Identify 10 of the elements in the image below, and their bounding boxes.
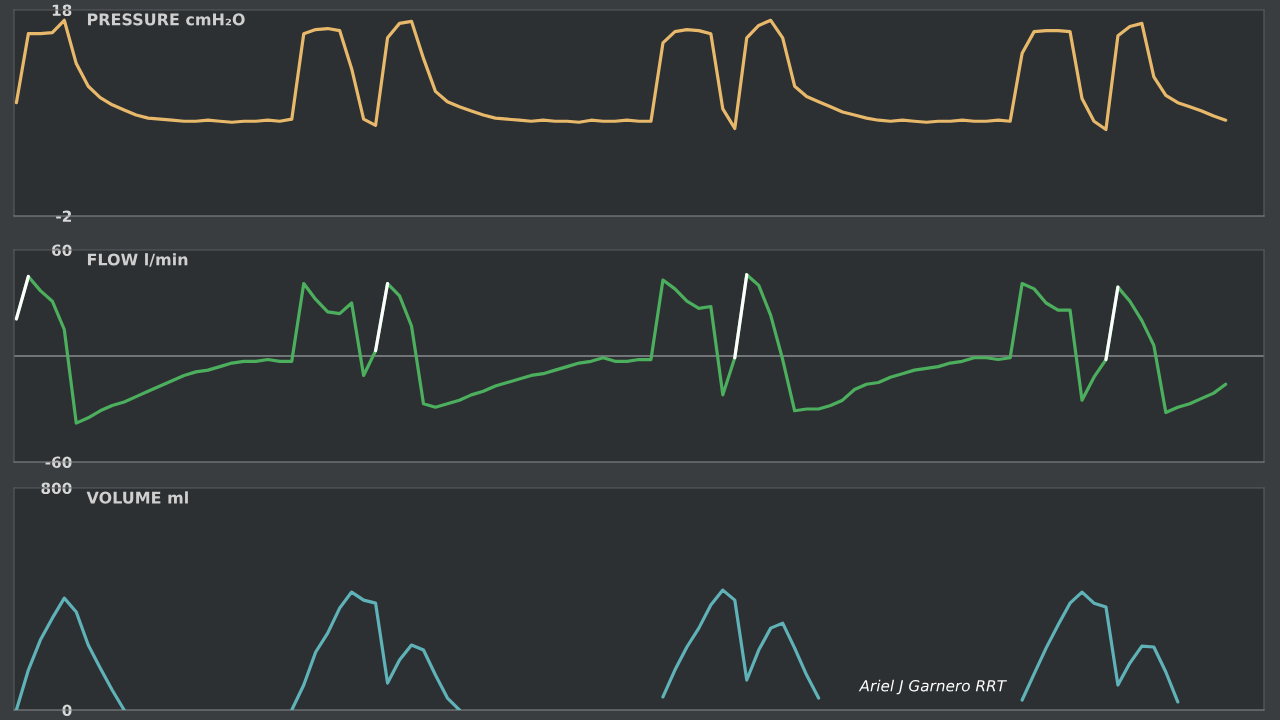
y-tick-label: -60 xyxy=(45,456,72,469)
y-tick-label: 60 xyxy=(52,244,72,257)
y-tick-label: 18 xyxy=(52,4,72,17)
y-tick-label: 0 xyxy=(62,704,72,717)
y-tick-label: 800 xyxy=(41,482,72,495)
chart-title: FLOW l/min xyxy=(87,253,188,267)
annotation: Ariel J Garnero RRT xyxy=(858,679,1007,695)
y-tick-label: -2 xyxy=(56,210,72,222)
chart-title: PRESSURE cmH₂O xyxy=(87,13,245,26)
chart-title: VOLUME ml xyxy=(86,491,188,504)
